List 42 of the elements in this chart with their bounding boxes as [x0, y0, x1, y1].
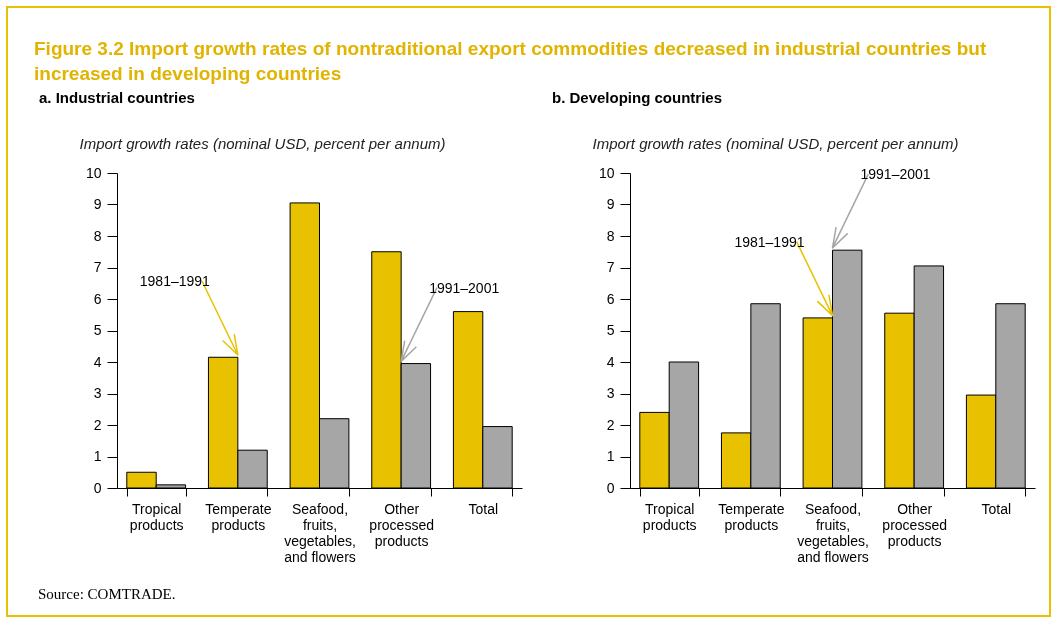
x-tick-label: Tropical products — [642, 500, 697, 533]
y-tick-label: 10 — [85, 164, 102, 181]
x-tick-label: Total — [468, 500, 499, 517]
y-tick-label: 2 — [606, 416, 615, 433]
source-note: Source: COMTRADE. — [38, 586, 176, 603]
y-tick-label: 8 — [606, 227, 615, 244]
y-tick-label: 5 — [606, 322, 615, 338]
x-tick-label: Other processed products — [369, 500, 434, 549]
x-tick-label: Total — [981, 500, 1012, 517]
chart-subtitle: b. Developing countries — [552, 89, 723, 106]
y-tick-label: 4 — [606, 353, 615, 370]
x-tick-label: Other processed products — [882, 500, 947, 549]
chart-title: Figure 3.2 Import growth rates of nontraditional export commodities decreased in industrial countries but increased in developing countries — [34, 37, 988, 86]
y-tick-label: 3 — [93, 385, 102, 401]
y-axis-title: Import growth rates (nominal USD, percent per annum) — [79, 134, 446, 152]
annotation: 1981–1991 — [139, 273, 211, 290]
x-tick-label: Seafood, fruits, vegetables, and flowers — [284, 500, 356, 565]
chart-subtitle: a. Industrial countries — [39, 89, 195, 106]
y-tick-label: 7 — [606, 259, 615, 275]
y-tick-label: 3 — [606, 385, 615, 401]
y-axis-title: Import growth rates (nominal USD, percent per annum) — [592, 134, 959, 152]
x-tick-label: Seafood, fruits, vegetables, and flowers — [797, 500, 869, 565]
y-tick-label: 8 — [93, 227, 102, 244]
y-tick-label: 7 — [93, 259, 102, 275]
y-tick-label: 5 — [93, 322, 102, 338]
y-tick-label: 10 — [598, 164, 615, 181]
x-tick-label: Temperate products — [718, 500, 785, 533]
x-tick-label: Temperate products — [205, 500, 272, 533]
annotation: 1991–2001 — [860, 166, 931, 183]
y-tick-label: 1 — [93, 448, 102, 464]
y-tick-label: 6 — [606, 290, 615, 307]
y-tick-label: 0 — [606, 479, 615, 496]
y-tick-label: 1 — [606, 448, 615, 464]
y-tick-label: 6 — [93, 290, 102, 307]
y-tick-label: 4 — [93, 353, 102, 370]
y-tick-label: 9 — [606, 196, 615, 212]
y-tick-label: 9 — [93, 196, 102, 212]
annotation: 1991–2001 — [429, 279, 500, 296]
annotation: 1981–1991 — [734, 233, 805, 250]
y-tick-label: 2 — [93, 416, 102, 433]
y-tick-label: 0 — [93, 479, 102, 496]
x-tick-label: Tropical products — [129, 500, 184, 533]
